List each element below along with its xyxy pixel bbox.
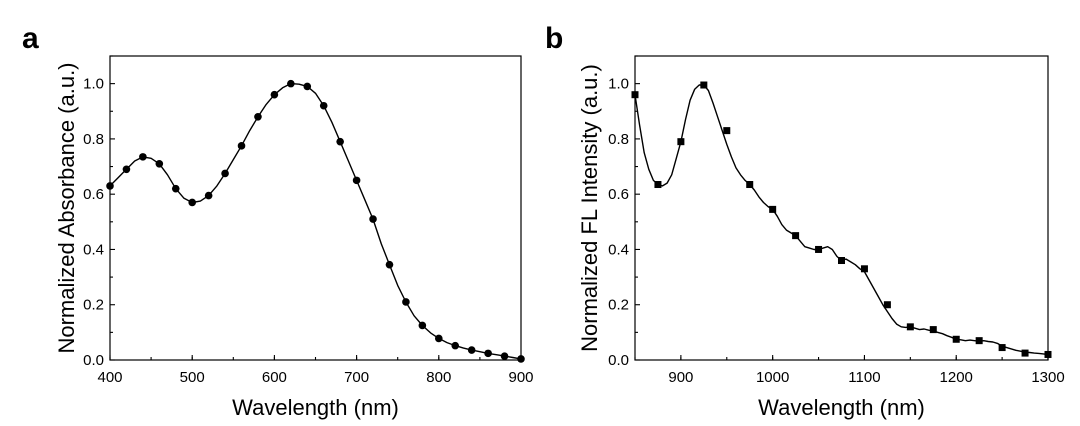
- data-point: [1044, 350, 1052, 358]
- data-point: [998, 344, 1006, 352]
- data-point: [155, 159, 164, 168]
- x-axis-title: Wavelength (nm): [232, 395, 399, 420]
- data-point: [677, 138, 685, 146]
- x-tick-label: 600: [262, 369, 287, 386]
- data-point: [287, 79, 295, 88]
- plot-frame: [634, 55, 1049, 361]
- x-tick-label: 1200: [940, 369, 973, 386]
- panel-label: b: [545, 22, 563, 55]
- x-tick-label: 500: [180, 369, 205, 386]
- data-point: [517, 355, 525, 363]
- data-point: [815, 245, 823, 253]
- data-point: [929, 326, 937, 334]
- data-point: [723, 127, 731, 135]
- y-axis-title: Normalized FL Intensity (a.u.): [577, 64, 602, 352]
- data-point: [700, 81, 708, 89]
- x-tick-label: 900: [668, 369, 693, 386]
- data-point: [883, 301, 891, 309]
- data-point: [237, 142, 246, 150]
- fluorescence-panel: b 900 1000 1100 1200 1300 0.0 0.2 0.4 0.6 0.8 1.0 Wa…: [545, 22, 1065, 420]
- data-point: [303, 82, 312, 91]
- data-point: [204, 191, 213, 200]
- y-tick-label: 0.8: [83, 131, 104, 148]
- y-tick-label: 0.2: [83, 297, 104, 314]
- data-point: [467, 346, 476, 354]
- y-tick-label: 0.2: [608, 297, 629, 314]
- x-axis-title: Wavelength (nm): [758, 395, 925, 420]
- data-point: [270, 90, 279, 99]
- data-point: [906, 323, 914, 331]
- spectrum-line: [109, 82, 522, 360]
- y-tick-label: 1.0: [608, 76, 629, 93]
- data-point: [221, 169, 229, 178]
- y-tick-label: 0.6: [83, 186, 104, 203]
- x-tick-label: 800: [426, 369, 451, 386]
- y-tick-label: 0.0: [83, 352, 104, 369]
- data-point: [435, 334, 443, 343]
- y-tick-label: 0.4: [608, 241, 629, 258]
- x-tick-label: 700: [344, 369, 369, 386]
- y-tick-label: 0.6: [608, 186, 629, 203]
- data-point: [336, 137, 344, 146]
- data-point: [418, 321, 427, 330]
- plot-frame: [109, 55, 522, 361]
- data-point: [171, 184, 180, 193]
- data-point: [500, 352, 509, 360]
- data-point: [631, 91, 639, 99]
- spectrum-line: [634, 84, 1049, 356]
- data-point: [188, 198, 196, 207]
- y-axis-title: Normalized Absorbance (a.u.): [54, 62, 79, 353]
- data-point: [106, 182, 114, 190]
- data-point: [352, 176, 361, 185]
- data-point: [484, 349, 492, 358]
- data-point: [385, 260, 394, 269]
- data-point: [369, 215, 377, 223]
- data-point: [451, 341, 460, 350]
- y-tick-label: 0.8: [608, 131, 629, 148]
- data-point: [838, 257, 845, 265]
- x-tick-label: 1000: [756, 369, 789, 386]
- data-point: [1021, 349, 1029, 357]
- data-point: [769, 205, 777, 213]
- data-point: [952, 335, 960, 343]
- data-point: [254, 113, 262, 121]
- data-point: [319, 101, 328, 110]
- data-point: [792, 232, 800, 240]
- panel-label: a: [22, 22, 39, 55]
- data-point: [402, 298, 410, 306]
- absorbance-panel: a 400 500 600 700 800 900 0.0 0.2 0.4 0.6 0.8 1.0 Wav…: [22, 22, 534, 420]
- x-tick-label: 900: [508, 369, 533, 386]
- data-point: [654, 181, 662, 189]
- data-point: [139, 153, 147, 161]
- data-point: [746, 181, 754, 189]
- x-tick-label: 1100: [848, 369, 880, 386]
- data-point: [975, 337, 983, 345]
- y-tick-label: 0.0: [608, 352, 629, 369]
- data-point: [860, 265, 868, 273]
- data-point: [122, 165, 131, 174]
- x-tick-label: 400: [97, 369, 122, 386]
- y-tick-label: 1.0: [83, 76, 104, 93]
- y-tick-label: 0.4: [83, 241, 104, 258]
- x-tick-label: 1300: [1031, 369, 1064, 386]
